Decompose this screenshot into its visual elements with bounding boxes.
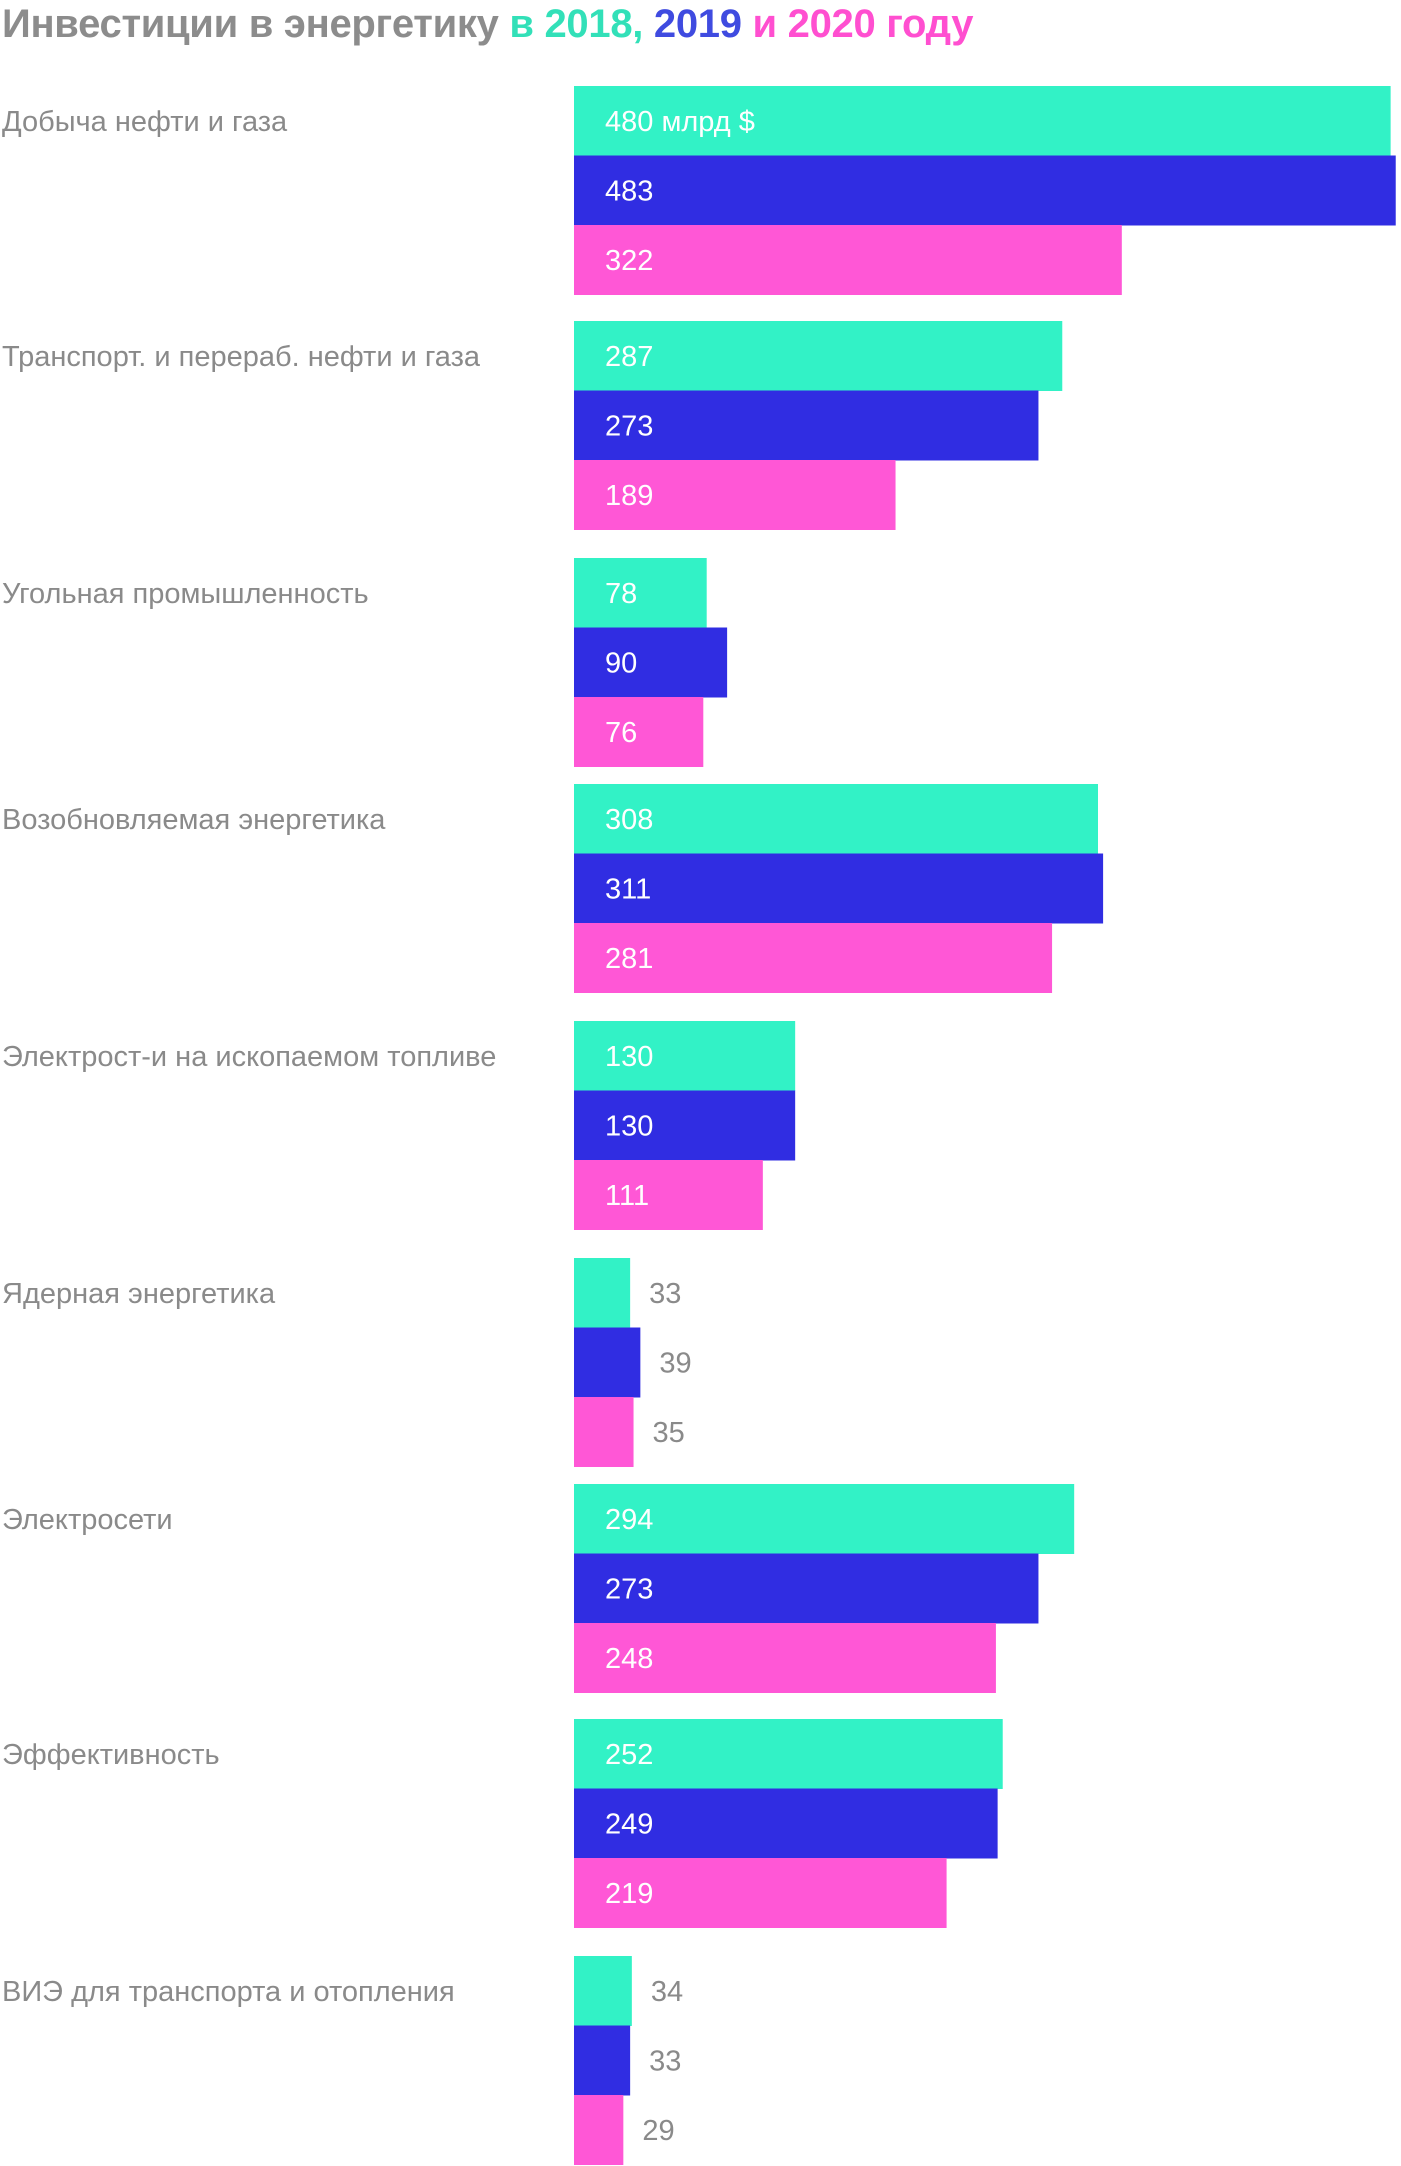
value-label-2019: 39	[659, 1347, 691, 1379]
bar-2018	[574, 1956, 632, 2026]
value-label-2020: 219	[605, 1878, 653, 1910]
category-group: Ядерная энергетика 33 39 35	[2, 1258, 692, 1467]
bar-2019	[574, 1788, 998, 1859]
bar-2018	[574, 86, 1391, 156]
value-label-2018: 130	[605, 1041, 653, 1073]
bar-2018	[574, 1021, 796, 1091]
value-label-2019: 311	[605, 873, 651, 905]
category-label: Ядерная энергетика	[2, 1278, 276, 1310]
title-main: Инвестиции в энергетику	[2, 2, 499, 46]
bar-2018	[574, 558, 707, 628]
value-label-2018: 480 млрд $	[605, 106, 755, 138]
value-label-2020: 248	[605, 1643, 653, 1675]
value-label-2018: 34	[651, 1976, 683, 2008]
bar-2020	[574, 1397, 634, 1467]
title-in: в	[498, 2, 545, 46]
value-label-2018: 252	[605, 1739, 653, 1771]
category-label: Возобновляемая энергетика	[2, 804, 386, 836]
bar-2019	[574, 2025, 631, 2096]
value-label-2020: 281	[605, 943, 653, 975]
value-label-2020: 76	[605, 717, 637, 749]
bar-2018	[574, 1719, 1003, 1789]
bar-2018	[574, 1484, 1075, 1554]
chart-title: Инвестиции в энергетику в 2018, 2019 и 2…	[2, 2, 973, 46]
title-year-2019: 2019	[653, 2, 742, 46]
category-group: Транспорт. и перераб. нефти и газа 287 273…	[2, 321, 1063, 530]
bar-2020	[574, 460, 896, 530]
bar-2019	[574, 1553, 1039, 1624]
bar-2019	[574, 627, 728, 698]
category-label: Электросети	[2, 1504, 173, 1536]
category-label: Добыча нефти и газа	[2, 106, 288, 138]
bar-2020	[574, 225, 1122, 295]
category-label: Электрост-и на ископаемом топливе	[2, 1041, 496, 1073]
value-label-2018: 33	[649, 1278, 681, 1310]
value-label-2019: 483	[605, 175, 653, 207]
bar-2020	[574, 1623, 996, 1693]
value-label-2020: 322	[605, 245, 653, 277]
title-year-2018: 2018,	[544, 2, 654, 46]
bar-2020	[574, 1160, 763, 1230]
value-label-2018: 294	[605, 1504, 653, 1536]
bar-2020	[574, 697, 704, 767]
title-and: и	[741, 2, 788, 46]
category-label: Транспорт. и перераб. нефти и газа	[2, 341, 481, 373]
value-label-2018: 78	[605, 578, 637, 610]
bar-2019	[574, 1090, 796, 1161]
category-group: Электрост-и на ископаемом топливе 130 130 1…	[2, 1021, 796, 1230]
value-label-2018: 308	[605, 804, 653, 836]
value-label-2019: 33	[649, 2045, 681, 2077]
value-label-2020: 189	[605, 480, 653, 512]
category-group: Угольная промышленность 78 90 76	[2, 558, 728, 767]
value-label-2020: 111	[605, 1180, 649, 1212]
category-group: Возобновляемая энергетика 308 311 281	[2, 784, 1104, 993]
category-group: ВИЭ для транспорта и отопления 34 33 29	[2, 1956, 683, 2165]
bar-2019	[574, 390, 1039, 461]
category-label: Эффективность	[2, 1739, 220, 1771]
value-label-2020: 29	[642, 2115, 674, 2147]
title-year-2020: 2020 году	[787, 2, 974, 46]
value-label-2020: 35	[653, 1417, 685, 1449]
category-label: ВИЭ для транспорта и отопления	[2, 1976, 455, 2008]
bar-2020	[574, 923, 1053, 993]
category-group: Электросети 294 273 248	[2, 1484, 1075, 1693]
bar-2018	[574, 321, 1063, 391]
value-label-2019: 273	[605, 410, 653, 442]
value-label-2019: 273	[605, 1573, 653, 1605]
bar-2019	[574, 1327, 641, 1398]
bar-2020	[574, 2095, 624, 2165]
value-label-2019: 130	[605, 1110, 653, 1142]
value-label-2019: 249	[605, 1808, 653, 1840]
bar-2020	[574, 1858, 947, 1928]
bar-2018	[574, 784, 1099, 854]
category-group: Эффективность 252 249 219	[2, 1719, 1003, 1928]
category-group: Добыча нефти и газа 480 млрд $ 483 322	[2, 86, 1396, 295]
category-label: Угольная промышленность	[2, 578, 369, 610]
bar-2019	[574, 853, 1104, 924]
bar-2019	[574, 155, 1396, 226]
bar-2018	[574, 1258, 631, 1328]
value-label-2019: 90	[605, 647, 637, 679]
value-label-2018: 287	[605, 341, 653, 373]
